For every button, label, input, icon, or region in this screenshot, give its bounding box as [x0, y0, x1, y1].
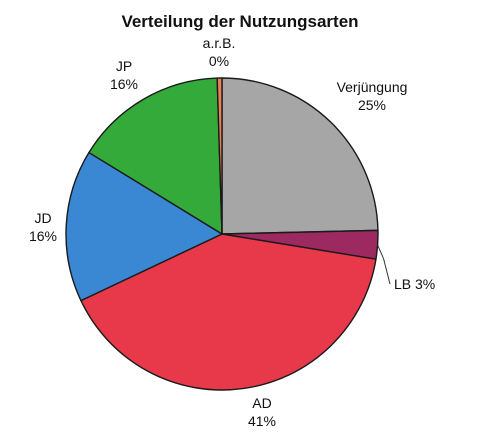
pie-slice-jp: [88, 77, 223, 235]
slice-label-a-r-b: a.r.B.: [203, 35, 236, 51]
chart-title: Verteilung der Nutzungsarten: [121, 12, 358, 31]
pie-labels: Verjüngung 25% LB 3% AD 41% JD 16% JP 16% a.r.B. 0…: [29, 35, 435, 429]
slice-value-ad: 41%: [248, 413, 276, 429]
slice-label-jp: JP: [116, 58, 132, 74]
slice-value-a-r-b: 0%: [209, 53, 229, 69]
slice-label-lb: LB 3%: [394, 276, 435, 292]
pie-slice-jd: [65, 151, 223, 302]
pie-slice-ad: [80, 233, 377, 391]
pie-slices: [65, 77, 379, 391]
slice-label-ad: AD: [252, 395, 271, 411]
pie-slice-verj-ngung: [221, 77, 379, 235]
leader-line-lb: [377, 244, 391, 285]
slice-value-jd: 16%: [29, 228, 57, 244]
slice-label-jd: JD: [34, 210, 51, 226]
slice-value-verjüngung: 25%: [358, 97, 386, 113]
slice-value-jp: 16%: [110, 76, 138, 92]
pie-slice-a-r-b: [216, 77, 223, 235]
slice-label-verjüngung: Verjüngung: [337, 79, 408, 95]
